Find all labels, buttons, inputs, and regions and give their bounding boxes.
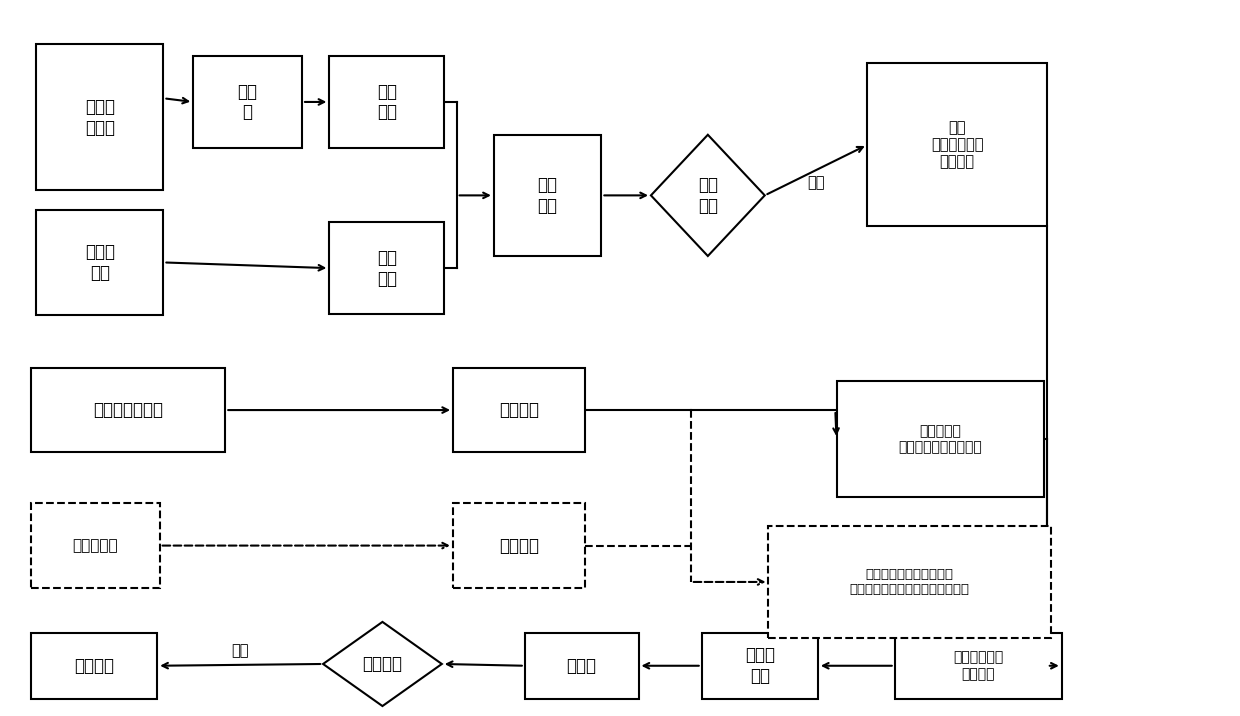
Bar <box>453 368 585 452</box>
Bar <box>494 135 601 256</box>
Text: 主体保温材料
填充包覆: 主体保温材料 填充包覆 <box>954 651 1003 681</box>
Bar <box>36 210 164 315</box>
Bar <box>453 503 585 588</box>
Bar <box>31 633 157 699</box>
Bar <box>837 381 1044 497</box>
Text: 合格: 合格 <box>232 644 249 659</box>
Text: 包装入库: 包装入库 <box>74 657 114 674</box>
Bar <box>868 64 1047 226</box>
Bar <box>36 44 164 190</box>
Bar <box>525 633 639 699</box>
Text: 裁剪
下料: 裁剪 下料 <box>377 82 397 121</box>
Text: 机织物缝制
（形成机织物包覆套）: 机织物缝制 （形成机织物包覆套） <box>899 424 982 454</box>
Text: 复合
检验: 复合 检验 <box>698 176 718 215</box>
Text: 反射层
材料: 反射层 材料 <box>84 243 115 282</box>
Polygon shape <box>651 135 765 256</box>
Text: 成品检验: 成品检验 <box>362 655 403 673</box>
Bar <box>895 633 1061 699</box>
Text: 保护层
封口: 保护层 封口 <box>745 647 775 685</box>
Text: 热阻隔
层材料: 热阻隔 层材料 <box>84 98 115 137</box>
Bar <box>769 526 1050 638</box>
Text: 合格: 合格 <box>807 175 825 190</box>
Text: 喷标识: 喷标识 <box>567 657 596 674</box>
Bar <box>193 57 303 147</box>
Text: 不锈钢丝网: 不锈钢丝网 <box>73 538 118 553</box>
Text: 裁剪下料: 裁剪下料 <box>500 401 539 419</box>
Polygon shape <box>324 622 441 706</box>
Text: 防水柔性机织物: 防水柔性机织物 <box>93 401 164 419</box>
Text: 预处
理: 预处 理 <box>238 82 258 121</box>
Bar <box>330 57 444 147</box>
Text: 裁剪
下料: 裁剪 下料 <box>377 248 397 288</box>
Bar <box>702 633 818 699</box>
Text: 整形
（形成主体保
温材料）: 整形 （形成主体保 温材料） <box>931 120 983 170</box>
Bar <box>31 368 226 452</box>
Text: 层积
复合: 层积 复合 <box>538 176 558 215</box>
Bar <box>31 503 160 588</box>
Text: 机织物与不锈钢丝网缝制
（形成机织物与丝网复合包覆套）: 机织物与不锈钢丝网缝制 （形成机织物与丝网复合包覆套） <box>849 568 970 596</box>
Text: 裁剪下料: 裁剪下料 <box>500 536 539 555</box>
Bar <box>330 223 444 314</box>
